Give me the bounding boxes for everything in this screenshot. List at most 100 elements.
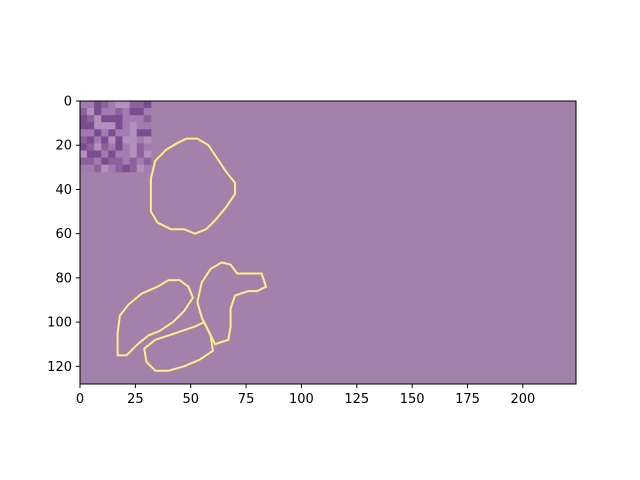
- image-patch-cell: [136, 115, 145, 123]
- image-patch-cell: [108, 164, 116, 173]
- image-patch-cell: [108, 129, 116, 137]
- image-patch-cell: [129, 129, 138, 137]
- image-patch-cell: [115, 136, 124, 144]
- image-patch-cell: [94, 143, 102, 152]
- image-patch-cell: [129, 150, 138, 159]
- image-patch-cell: [101, 150, 109, 159]
- image-patch-cell: [143, 115, 152, 123]
- image-patch-cell: [122, 157, 131, 166]
- y-tick-label: 120: [47, 360, 72, 375]
- image-patch: [80, 101, 152, 173]
- outline-2: [116, 279, 195, 357]
- image-patch-cell: [94, 122, 102, 130]
- image-patch-cell: [129, 101, 138, 109]
- x-tick-label: 125: [344, 392, 369, 407]
- image-patch-cell: [101, 129, 109, 137]
- image-patch-cell: [80, 122, 88, 130]
- image-patch-cell: [87, 108, 95, 116]
- image-patch-cell: [136, 129, 145, 137]
- image-patch-cell: [122, 108, 131, 116]
- image-patch-cell: [80, 150, 88, 159]
- image-patch-cell: [94, 129, 102, 137]
- image-patch-cell: [80, 115, 88, 123]
- image-patch-cell: [143, 164, 152, 173]
- image-patch-cell: [122, 101, 131, 109]
- x-tick-label: 0: [76, 392, 84, 407]
- x-tick-label: 150: [400, 392, 425, 407]
- image-patch-cell: [94, 136, 102, 144]
- y-axis: 0 20 40 60 80 100 120: [47, 95, 80, 375]
- image-patch-cell: [143, 150, 152, 159]
- image-patch-cell: [136, 136, 145, 144]
- outline-4: [196, 261, 268, 346]
- x-tick-label: 25: [127, 392, 144, 407]
- image-patch-cell: [108, 108, 116, 116]
- image-patch-cell: [115, 122, 124, 130]
- image-patch-cell: [80, 164, 88, 173]
- image-patch-cell: [87, 164, 95, 173]
- image-patch-cell: [101, 115, 109, 123]
- image-patch-cell: [143, 136, 152, 144]
- image-patch-cell: [101, 136, 109, 144]
- image-patch-cell: [122, 122, 131, 130]
- image-patch-cell: [143, 108, 152, 116]
- image-patch-cell: [129, 164, 138, 173]
- image-patch-cell: [87, 143, 95, 152]
- image-patch-cell: [122, 150, 131, 159]
- image-patch-cell: [108, 150, 116, 159]
- image-patch-cell: [87, 122, 95, 130]
- image-patch-cell: [94, 164, 102, 173]
- image-patch-cell: [115, 115, 124, 123]
- image-patch-cell: [108, 157, 116, 166]
- image-patch-cell: [115, 129, 124, 137]
- image-patch-cell: [101, 108, 109, 116]
- image-patch-cell: [80, 143, 88, 152]
- x-tick-label: 100: [289, 392, 314, 407]
- image-patch-cell: [129, 122, 138, 130]
- image-patch-cell: [115, 101, 124, 109]
- image-patch-cell: [80, 129, 88, 137]
- image-patch-cell: [143, 157, 152, 166]
- y-tick-label: 100: [47, 316, 72, 331]
- image-patch-cell: [80, 101, 88, 109]
- image-patch-cell: [129, 157, 138, 166]
- image-patch-cell: [115, 143, 124, 152]
- outline-1: [149, 137, 236, 235]
- image-patch-cell: [80, 136, 88, 144]
- image-patch-cell: [136, 164, 145, 173]
- outline-3: [143, 320, 214, 372]
- image-patch-cell: [115, 164, 124, 173]
- x-tick-label: 50: [182, 392, 199, 407]
- image-patch-cell: [108, 101, 116, 109]
- image-patch-cell: [143, 122, 152, 130]
- image-patch-cell: [87, 136, 95, 144]
- image-patch-cell: [108, 136, 116, 144]
- image-patch-cell: [129, 143, 138, 152]
- image-patch-cell: [115, 108, 124, 116]
- image-patch-cell: [108, 143, 116, 152]
- image-patch-cell: [122, 115, 131, 123]
- image-patch-cell: [136, 150, 145, 159]
- image-patch-cell: [143, 101, 152, 109]
- y-tick-label: 0: [64, 95, 72, 110]
- x-tick-label: 175: [455, 392, 480, 407]
- image-patch-cell: [87, 101, 95, 109]
- image-patch-cell: [94, 150, 102, 159]
- y-tick-label: 20: [55, 139, 72, 154]
- image-patch-cell: [94, 101, 102, 109]
- image-patch-cell: [87, 115, 95, 123]
- image-patch-cell: [122, 143, 131, 152]
- image-patch-cell: [80, 157, 88, 166]
- image-patch-cell: [101, 143, 109, 152]
- image-patch-cell: [94, 115, 102, 123]
- image-patch-cell: [94, 157, 102, 166]
- plot-area: [79, 100, 577, 385]
- image-patch-cell: [80, 108, 88, 116]
- image-patch-cell: [87, 157, 95, 166]
- image-patch-cell: [115, 157, 124, 166]
- image-patch-cell: [108, 122, 116, 130]
- image-patch-cell: [101, 164, 109, 173]
- y-tick-label: 80: [55, 271, 72, 286]
- image-patch-cell: [136, 122, 145, 130]
